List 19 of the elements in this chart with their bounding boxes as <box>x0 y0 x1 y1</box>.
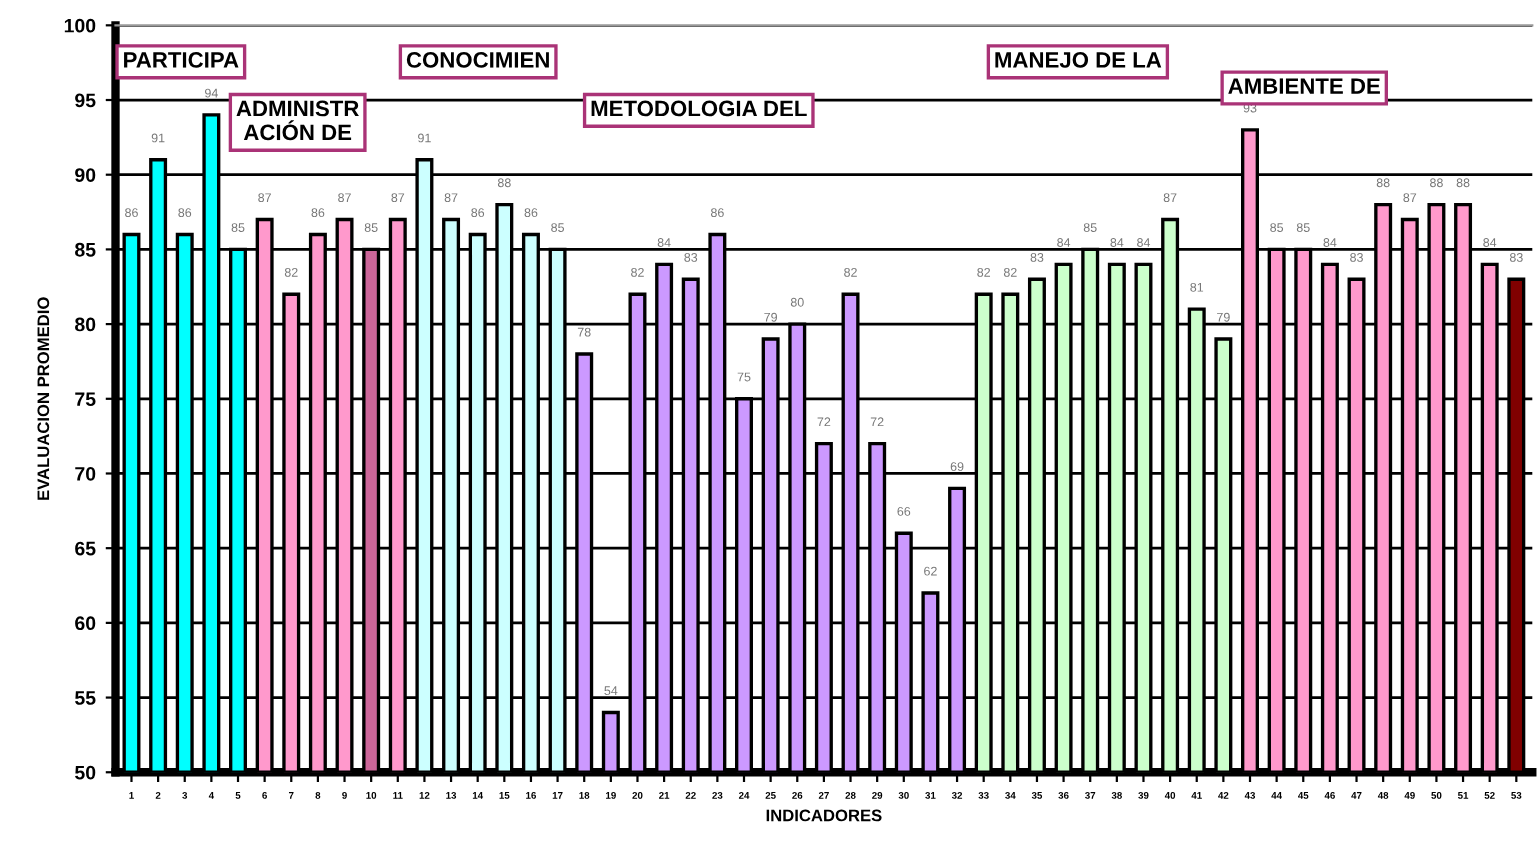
annotation: MANEJO DE LA <box>995 52 1162 68</box>
y-tick-label: 55 <box>75 691 96 705</box>
annotation: ADMINISTR ACIÓN DE <box>236 100 359 141</box>
y-axis-title: EVALUACION PROMEDIO <box>37 297 50 500</box>
annotation: AMBIENTE DE <box>1228 78 1380 94</box>
x-axis-title: INDICADORES <box>766 809 882 822</box>
y-tick-label: 100 <box>64 18 96 33</box>
annotation: METODOLOGIA DEL <box>591 100 807 117</box>
annotation: PARTICIPA <box>124 52 239 68</box>
y-tick-label: 65 <box>75 541 96 556</box>
y-tick-label: 60 <box>75 616 96 631</box>
y-tick-label: 85 <box>75 242 96 257</box>
y-tick-label: 75 <box>75 392 96 407</box>
y-tick-label: 90 <box>75 168 96 182</box>
y-tick-label: 95 <box>75 93 96 108</box>
y-tick-label: 50 <box>75 765 96 780</box>
y-tick-label: 70 <box>75 466 96 481</box>
annotation: CONOCIMIEN <box>406 52 549 68</box>
y-tick-label: 80 <box>75 317 96 332</box>
